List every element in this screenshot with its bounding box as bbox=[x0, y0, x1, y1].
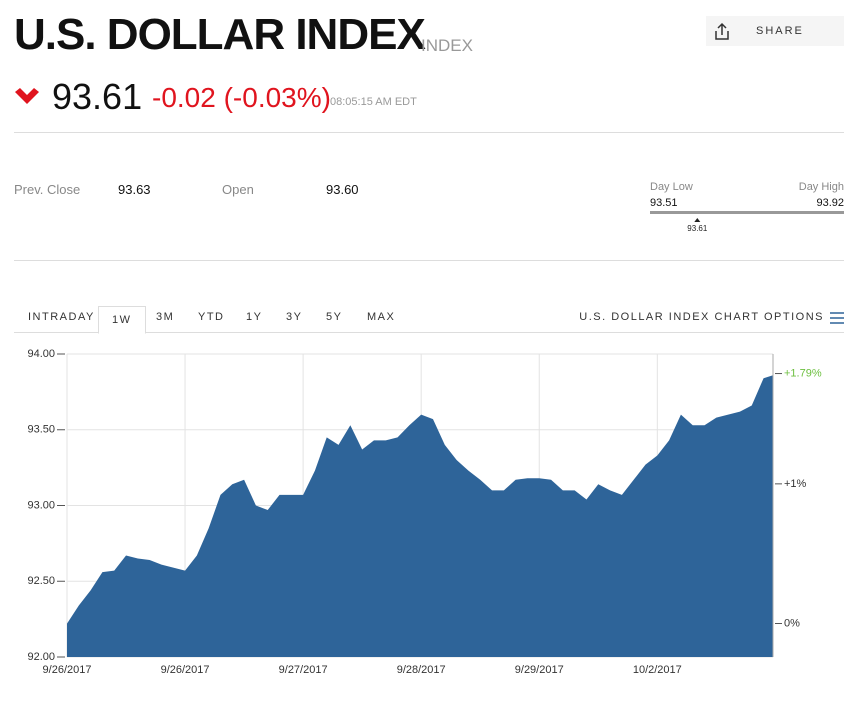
y-tick-label: 94.00 bbox=[27, 348, 55, 360]
x-tick-label: 9/26/2017 bbox=[161, 664, 210, 676]
tab[interactable]: YTD bbox=[198, 311, 225, 323]
tab[interactable]: 3Y bbox=[286, 311, 303, 323]
prev-close: 93.63 bbox=[118, 182, 151, 197]
area bbox=[67, 375, 773, 657]
y-tick-label: 93.00 bbox=[27, 499, 55, 511]
tab[interactable]: 5Y bbox=[326, 311, 343, 323]
range-bar bbox=[650, 211, 844, 214]
open: 93.60 bbox=[326, 182, 359, 197]
tab[interactable]: INTRADAY bbox=[28, 311, 95, 323]
kind: INDEX bbox=[421, 36, 473, 55]
y-tick-label: 92.50 bbox=[27, 575, 55, 587]
x-tick-label: 9/27/2017 bbox=[279, 664, 328, 676]
prev-close-label: Prev. Close bbox=[14, 182, 81, 197]
range-marker bbox=[694, 218, 701, 222]
tab[interactable]: 1W bbox=[98, 306, 146, 334]
day-range: 93.61 bbox=[650, 211, 844, 233]
open-label: Open bbox=[222, 182, 254, 197]
day-high-label: Day High bbox=[798, 181, 844, 193]
y2-tick-label: 0% bbox=[784, 617, 800, 629]
x-tick-label: 10/2/2017 bbox=[633, 664, 682, 676]
x-tick-label: 9/28/2017 bbox=[397, 664, 446, 676]
day-high: 93.92 bbox=[816, 197, 844, 209]
share-icon bbox=[715, 22, 729, 40]
menu-icon[interactable] bbox=[830, 312, 844, 324]
title: U.S. DOLLAR INDEX bbox=[14, 10, 426, 59]
day-low-label: Day Low bbox=[650, 181, 693, 193]
divider bbox=[14, 132, 844, 133]
chart: 92.00 92.50 93.00 93.50 94.00 9/26/2017 9/26/2… bbox=[27, 348, 822, 676]
y-tick-label: 92.00 bbox=[27, 651, 55, 663]
range-current: 93.61 bbox=[687, 224, 708, 233]
x-tick-label: 9/29/2017 bbox=[515, 664, 564, 676]
tab[interactable]: MAX bbox=[367, 311, 396, 323]
day-low: 93.51 bbox=[650, 197, 678, 209]
y-tick-label: 93.50 bbox=[27, 424, 55, 436]
down-icon bbox=[15, 88, 39, 104]
divider bbox=[14, 260, 844, 261]
share-button[interactable]: SHARE bbox=[706, 16, 844, 46]
x-tick-label: 9/26/2017 bbox=[43, 664, 92, 676]
time: 08:05:15 AM EDT bbox=[330, 96, 417, 108]
share-label: SHARE bbox=[756, 25, 804, 37]
tab[interactable]: 3M bbox=[156, 311, 175, 323]
chart-options[interactable]: U.S. DOLLAR INDEX CHART OPTIONS bbox=[579, 311, 824, 323]
tab[interactable]: 1Y bbox=[246, 311, 263, 323]
divider bbox=[14, 332, 844, 333]
y2-tick-label: +1.79% bbox=[784, 367, 822, 379]
y2-tick-label: +1% bbox=[784, 478, 807, 490]
change: -0.02 (-0.03%) bbox=[152, 82, 331, 113]
price: 93.61 bbox=[52, 76, 143, 117]
